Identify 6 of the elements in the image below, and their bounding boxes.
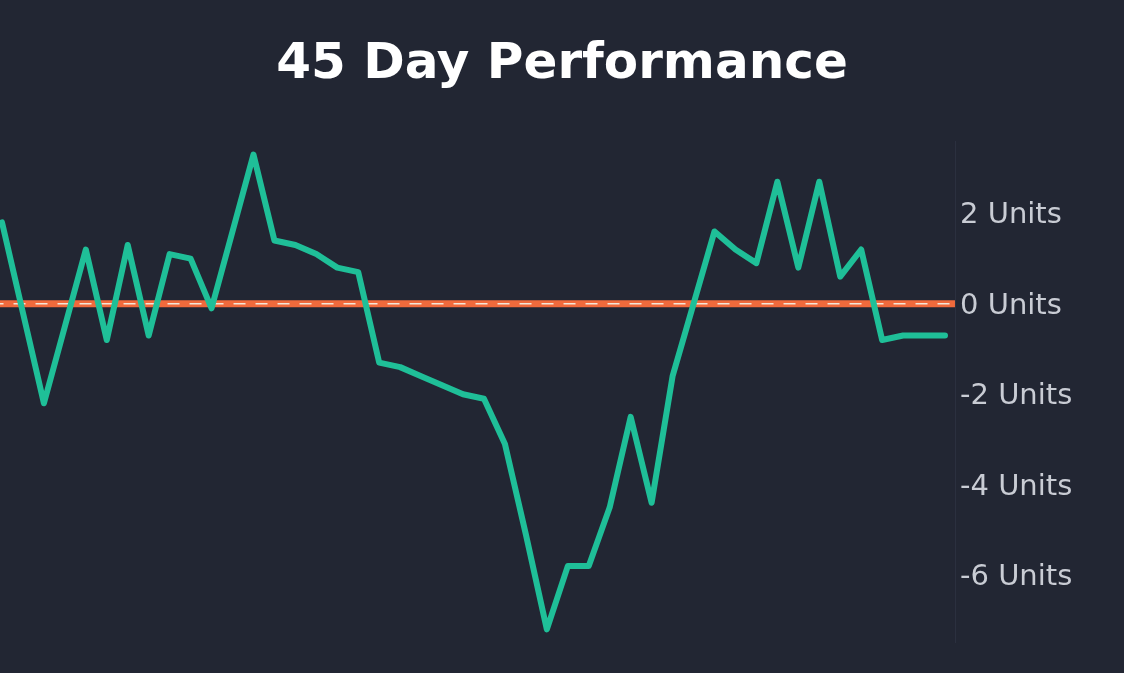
y-tick-label: -4 Units — [960, 467, 1073, 502]
y-tick-label: 0 Units — [960, 286, 1062, 321]
chart-title: 45 Day Performance — [276, 32, 848, 90]
y-tick-label: 2 Units — [960, 196, 1062, 231]
y-tick-label: -2 Units — [960, 377, 1073, 412]
y-tick-label: -6 Units — [960, 558, 1073, 593]
